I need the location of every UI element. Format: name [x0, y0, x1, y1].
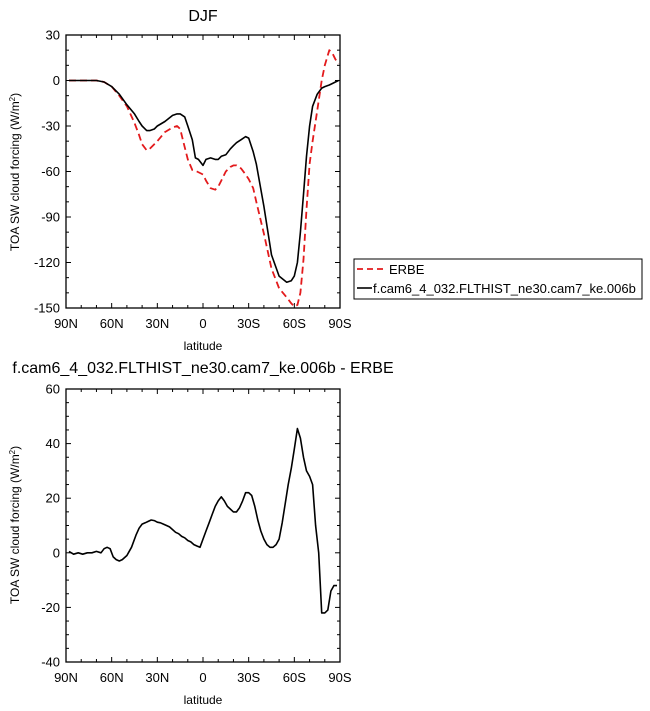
top-tick-group: 90N 60N 30N 0 30S 60S 90S 30 0 -30 -60 -90 -120 -150: [34, 28, 352, 332]
top-y-tick-label: 0: [53, 73, 60, 88]
bottom-y-tick-label: 40: [46, 436, 60, 451]
top-y-tick-label: -60: [41, 164, 60, 179]
top-y-tick-label: -90: [41, 210, 60, 225]
bottom-x-tick-label: 30N: [145, 670, 169, 685]
bottom-y-tick-label: -40: [41, 655, 60, 670]
top-x-tick-label: 90S: [328, 316, 351, 331]
top-y-tick-label: -30: [41, 119, 60, 134]
top-chart: DJF 90N 60N 30N 0 30S 60S 90S 30 0 -30 -60 -90 -120 -…: [8, 8, 352, 353]
legend-box: [353, 258, 643, 300]
top-x-tick-label: 0: [199, 316, 206, 331]
bottom-y-tick-label: -20: [41, 600, 60, 615]
top-x-tick-label: 60N: [100, 316, 124, 331]
bottom-series-line-model: [68, 427, 337, 614]
bottom-y-axis-title-main: TOA SW cloud forcing (W/m: [8, 454, 22, 604]
top-x-tick-label: 30N: [145, 316, 169, 331]
bottom-tick-group: 90N 60N 30N 0 30S 60S 90S 60 40 20 0 -20 -40: [41, 382, 352, 686]
bottom-chart-title: f.cam6_4_032.FLTHIST_ne30.cam7_ke.006b -…: [12, 360, 393, 377]
top-x-tick-label: 60S: [283, 316, 306, 331]
top-y-tick-label: -120: [34, 255, 60, 270]
bottom-y-tick-label: 0: [53, 545, 60, 560]
top-plot-area: 90N 60N 30N 0 30S 60S 90S 30 0 -30 -60 -90 -120 -150: [34, 28, 352, 332]
bottom-y-axis-title: TOA SW cloud forcing (W/m2): [8, 446, 23, 604]
bottom-series-group: [68, 427, 337, 614]
bottom-x-tick-label: 90N: [54, 670, 78, 685]
bottom-chart: f.cam6_4_032.FLTHIST_ne30.cam7_ke.006b -…: [8, 360, 394, 707]
bottom-x-tick-label: 30S: [237, 670, 260, 685]
bottom-x-tick-label: 60S: [283, 670, 306, 685]
bottom-x-axis-title: latitude: [184, 693, 223, 707]
top-y-axis-title-sup: 2: [8, 96, 17, 101]
legend: ERBE f.cam6_4_032.FLTHIST_ne30.cam7_ke.0…: [353, 258, 643, 300]
bottom-plot-area: 90N 60N 30N 0 30S 60S 90S 60 40 20 0 -20 -40: [41, 382, 352, 686]
top-x-axis-title: latitude: [184, 339, 223, 353]
top-series-line-model: [69, 79, 339, 284]
top-y-axis-title: TOA SW cloud forcing (W/m2): [8, 93, 23, 251]
top-chart-title: DJF: [188, 8, 218, 25]
top-y-tick-label: 30: [46, 28, 60, 43]
top-y-axis-title-main: TOA SW cloud forcing (W/m: [8, 101, 22, 251]
bottom-plot-frame: [65, 388, 341, 663]
bottom-x-tick-label: 0: [199, 670, 206, 685]
top-y-axis-title-end: ): [8, 93, 22, 97]
top-x-tick-label: 90N: [54, 316, 78, 331]
top-plot-frame: [65, 34, 341, 309]
top-y-tick-label: -150: [34, 301, 60, 316]
legend-model-label: f.cam6_4_032.FLTHIST_ne30.cam7_ke.006b: [373, 281, 636, 296]
bottom-x-tick-label: 90S: [328, 670, 351, 685]
top-series-group: [69, 49, 340, 308]
bottom-y-tick-label: 20: [46, 491, 60, 506]
top-series-line-erbe: [69, 49, 340, 308]
bottom-y-axis-title-sup: 2: [8, 449, 17, 454]
bottom-y-tick-label: 60: [46, 382, 60, 397]
bottom-y-axis-title-end: ): [8, 446, 22, 450]
legend-erbe-label: ERBE: [389, 262, 425, 277]
top-x-tick-label: 30S: [237, 316, 260, 331]
bottom-x-tick-label: 60N: [100, 670, 124, 685]
